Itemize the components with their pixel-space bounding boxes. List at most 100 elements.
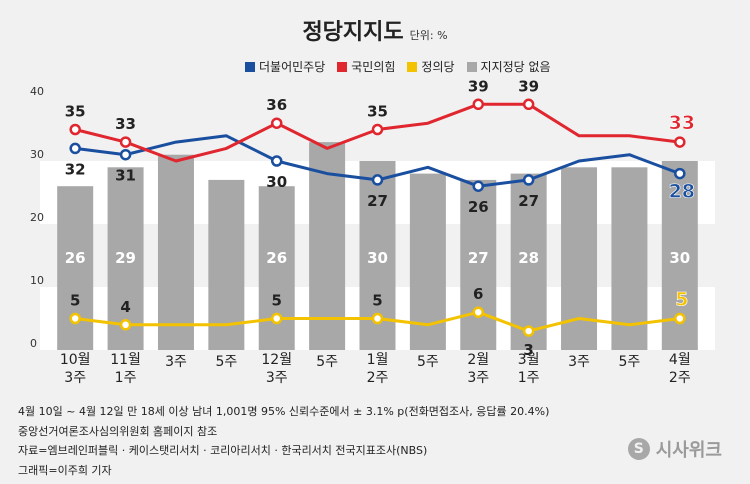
point-justice (270, 312, 283, 325)
point-ppp (371, 123, 384, 136)
legend-label-justice: 정의당 (421, 60, 455, 74)
legend-item-justice: 정의당 (407, 58, 455, 75)
x-tick-label: 2주 (367, 370, 389, 386)
y-tick-label: 0 (30, 337, 37, 350)
x-tick-label: 10월 (60, 352, 91, 368)
bar-label: 30 (367, 249, 388, 267)
point-justice (371, 312, 384, 325)
legend-label-none: 지지정당 없음 (480, 60, 551, 74)
x-tick-label: 3월 (518, 352, 540, 368)
logo-icon: S (627, 438, 650, 460)
bar-no-party (510, 173, 547, 350)
bar-label: 29 (115, 249, 136, 267)
bar-label: 26 (266, 249, 287, 267)
bar-no-party (57, 186, 94, 350)
point-label-ppp: 39 (468, 77, 489, 95)
y-tick-label: 20 (30, 211, 44, 224)
x-tick-label: 1월 (367, 352, 389, 368)
point-label-justice: 5 (272, 292, 282, 310)
bar-label: 28 (518, 249, 539, 267)
point-label-ppp: 36 (266, 96, 287, 114)
bar-no-party (208, 179, 245, 350)
point-justice (119, 319, 132, 331)
point-label-ppp: 35 (367, 103, 388, 121)
x-tick-label: 5주 (316, 354, 338, 370)
point-ppp (270, 117, 283, 129)
legend-swatch-ppp (337, 61, 348, 72)
legend-item-democratic: 더불어민주당 (245, 58, 325, 75)
point-ppp (69, 123, 81, 136)
legend-item-ppp: 국민의힘 (337, 58, 395, 75)
legend-swatch-democratic (245, 61, 255, 72)
footnote-credit: 그래픽=이주희 기자 (18, 463, 112, 477)
point-label-ppp: 35 (65, 103, 86, 121)
point-label-justice: 5 (675, 289, 688, 311)
point-ppp (119, 136, 132, 148)
point-label-justice: 3 (523, 341, 533, 359)
point-label-democratic: 28 (669, 181, 695, 203)
footnotes: 4월 10일 ~ 4월 12일 만 18세 이상 남녀 1,001명 95% 신… (18, 402, 549, 480)
legend: 더불어민주당 국민의힘 정의당 지지정당 없음 (245, 58, 551, 75)
point-ppp (674, 136, 686, 148)
x-tick-label: 3주 (568, 354, 590, 370)
point-democratic (270, 155, 283, 167)
x-tick-label: 2월 (467, 352, 489, 368)
point-ppp (472, 98, 485, 111)
chart-title: 정당지지도 단위: % (0, 14, 750, 46)
point-label-democratic: 30 (266, 173, 287, 191)
logo-text: 시사위크 (655, 440, 722, 461)
x-tick-label: 3주 (266, 370, 288, 386)
x-tick-label: 3주 (64, 370, 86, 386)
x-tick-label: 5주 (215, 354, 237, 370)
point-democratic (69, 142, 81, 155)
bar-no-party (460, 179, 497, 350)
unit-label: 단위: % (409, 29, 448, 42)
point-democratic (472, 180, 485, 192)
point-label-ppp: 33 (115, 115, 136, 133)
legend-swatch-none (466, 61, 477, 72)
legend-item-none: 지지정당 없음 (466, 58, 551, 75)
x-tick-label: 5주 (417, 354, 439, 370)
x-tick-label: 4월 (669, 352, 691, 368)
x-tick-label: 1주 (518, 370, 540, 386)
x-tick-label: 3주 (165, 354, 187, 370)
bar-label: 27 (468, 249, 489, 267)
point-label-justice: 6 (473, 285, 483, 303)
x-tick-label: 2주 (669, 370, 691, 386)
bar-no-party (157, 154, 194, 350)
x-tick-label: 11월 (110, 352, 141, 368)
legend-label-democratic: 더불어민주당 (259, 60, 326, 74)
point-label-justice: 5 (70, 292, 80, 310)
point-ppp (522, 98, 535, 111)
point-justice (522, 325, 535, 337)
point-justice (674, 312, 686, 325)
point-justice (472, 306, 485, 318)
point-justice (69, 312, 81, 325)
footnote-survey: 4월 10일 ~ 4월 12일 만 18세 이상 남녀 1,001명 95% 신… (18, 405, 550, 418)
point-democratic (119, 148, 132, 161)
y-tick-label: 10 (30, 274, 44, 287)
x-tick-label: 1주 (115, 370, 137, 386)
y-tick-label: 30 (30, 148, 44, 161)
point-label-justice: 4 (120, 298, 130, 316)
footnote-source: 자료=엠브레인퍼블릭 · 케이스탯리서치 · 코리아리서치 · 한국리서치 전국… (18, 444, 428, 457)
point-label-democratic: 27 (367, 192, 388, 210)
point-democratic (522, 174, 535, 186)
bar-label: 30 (669, 249, 690, 267)
bar-no-party (258, 186, 295, 350)
point-label-ppp: 39 (518, 77, 539, 95)
x-tick-label: 3주 (467, 370, 489, 386)
bar-label: 26 (65, 249, 86, 267)
legend-swatch-justice (407, 61, 418, 72)
publisher-logo: S 시사위크 (627, 436, 722, 462)
bar-no-party (611, 167, 648, 350)
point-democratic (371, 174, 384, 186)
point-label-democratic: 26 (468, 198, 489, 216)
x-tick-label: 12월 (261, 352, 292, 368)
point-label-justice: 5 (372, 292, 382, 310)
bar-no-party (309, 142, 346, 350)
point-democratic (674, 167, 686, 180)
x-tick-label: 5주 (619, 354, 641, 370)
chart-title-text: 정당지지도 (302, 20, 404, 45)
